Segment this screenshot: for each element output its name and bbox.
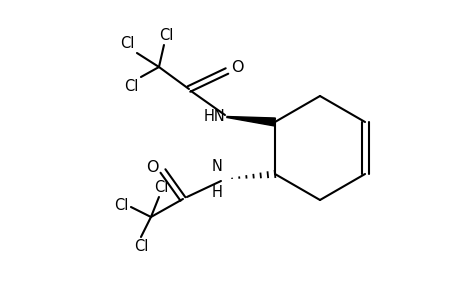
Text: Cl: Cl — [114, 197, 129, 212]
Text: Cl: Cl — [158, 28, 173, 43]
Polygon shape — [226, 116, 275, 126]
Text: Cl: Cl — [134, 239, 148, 254]
Text: H: H — [212, 185, 223, 200]
Text: Cl: Cl — [153, 180, 168, 195]
Text: O: O — [146, 160, 159, 175]
Text: Cl: Cl — [120, 36, 134, 51]
Text: O: O — [230, 59, 243, 74]
Text: HN: HN — [203, 109, 224, 124]
Text: N: N — [212, 159, 223, 174]
Text: Cl: Cl — [124, 79, 139, 94]
